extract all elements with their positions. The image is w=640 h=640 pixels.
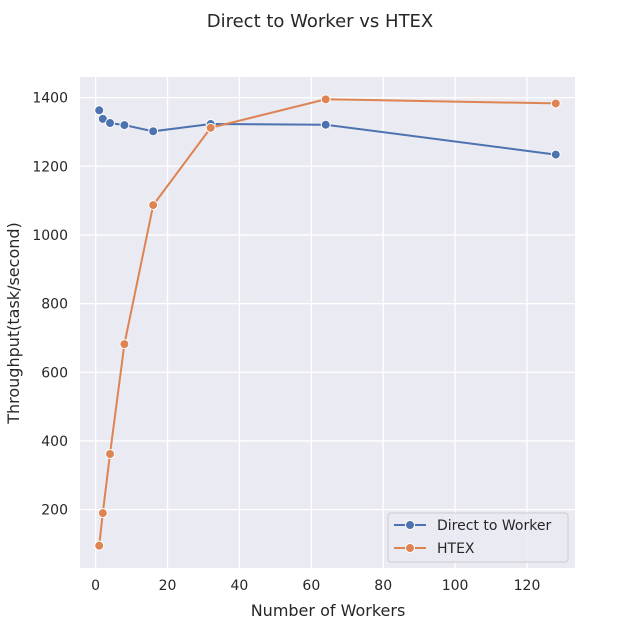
y-tick-label: 800 (41, 297, 68, 313)
y-tick-label: 1400 (32, 91, 68, 107)
series-layer (94, 94, 561, 551)
legend-marker (405, 520, 415, 530)
series-line (98, 98, 556, 546)
legend: Direct to Worker HTEX (387, 512, 569, 563)
x-axis-label: Number of Workers (251, 601, 406, 620)
x-axis-ticks: 0 20 40 60 80 100 120 (91, 578, 540, 594)
series-0 (94, 105, 561, 160)
y-axis-label: Throughput(task/second) (4, 222, 23, 425)
data-point (105, 118, 116, 129)
chart-title: Direct to Worker vs HTEX (207, 11, 434, 32)
x-tick-label: 80 (374, 578, 392, 594)
x-tick-label: 120 (514, 578, 541, 594)
data-point (320, 119, 331, 130)
data-point (94, 105, 105, 116)
y-axis-ticks: 200 400 600 800 1000 1200 1400 (32, 91, 68, 519)
data-point (119, 120, 130, 131)
x-tick-label: 0 (91, 578, 100, 594)
data-point (105, 449, 116, 460)
x-tick-label: 20 (159, 578, 177, 594)
x-tick-label: 100 (442, 578, 469, 594)
x-tick-label: 40 (231, 578, 249, 594)
data-point (205, 122, 216, 133)
data-point (148, 126, 159, 137)
data-point (148, 200, 159, 211)
legend-box (387, 512, 569, 563)
legend-marker (405, 543, 415, 553)
y-tick-label: 600 (41, 365, 68, 381)
legend-label: HTEX (437, 541, 475, 557)
data-point (94, 540, 105, 551)
plot-area (80, 77, 575, 568)
y-tick-label: 200 (41, 503, 68, 519)
y-tick-label: 400 (41, 434, 68, 450)
y-tick-label: 1000 (32, 228, 68, 244)
legend-label: Direct to Worker (437, 518, 551, 534)
data-point (119, 339, 130, 350)
series-1 (94, 94, 561, 551)
data-point (97, 508, 108, 519)
x-tick-label: 60 (302, 578, 320, 594)
data-point (320, 94, 331, 105)
y-tick-label: 1200 (32, 159, 68, 175)
data-point (550, 149, 561, 160)
data-point (550, 98, 561, 109)
